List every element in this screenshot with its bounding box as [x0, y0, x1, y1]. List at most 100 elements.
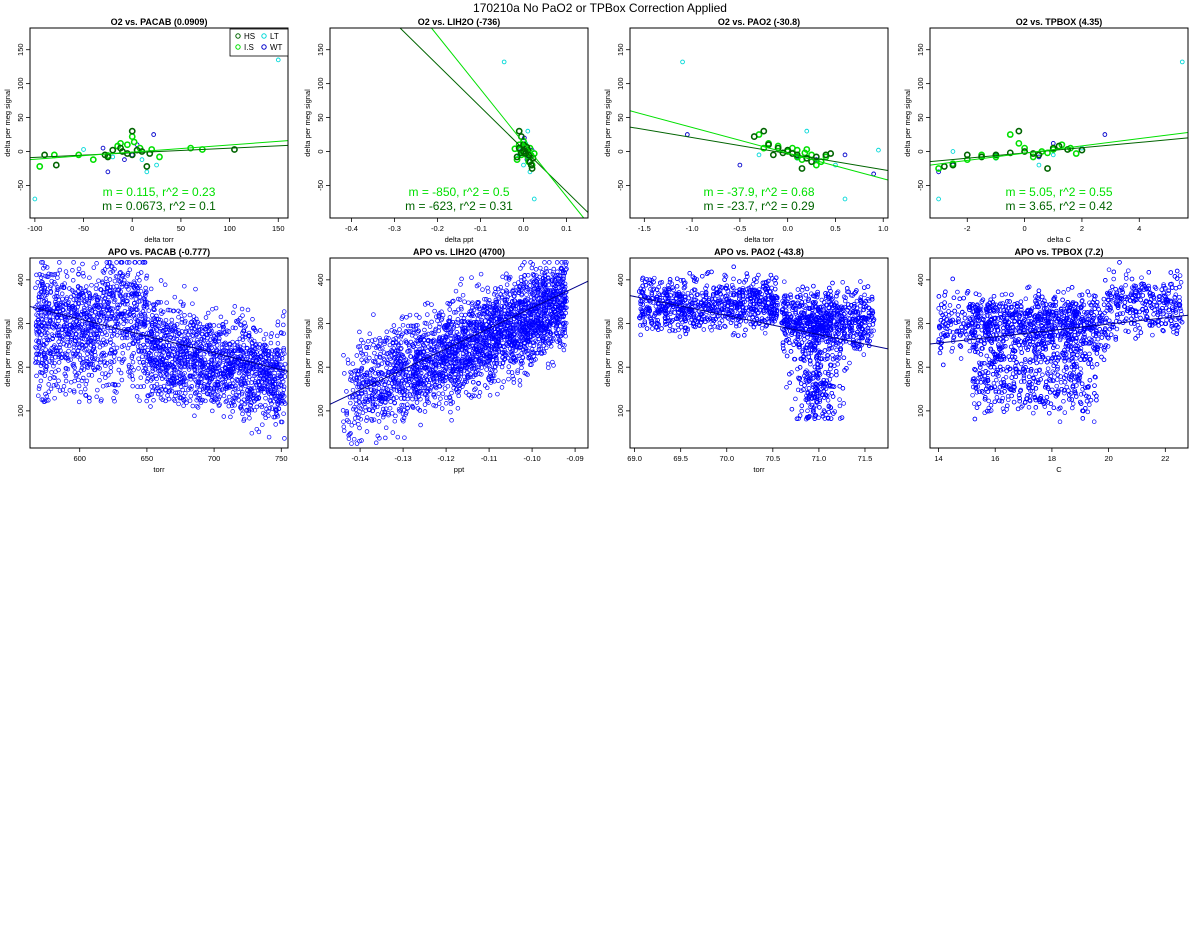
data-point — [364, 358, 370, 364]
data-point — [190, 301, 195, 306]
legend-box — [229, 28, 289, 57]
data-point — [191, 340, 196, 346]
data-point — [260, 343, 266, 348]
data-point — [477, 357, 483, 362]
data-point — [64, 296, 69, 302]
data-point — [60, 296, 65, 302]
data-point — [241, 342, 247, 348]
data-point — [37, 370, 43, 375]
x-tick-label: -1.0 — [686, 224, 699, 233]
data-point — [56, 367, 61, 373]
data-point — [84, 284, 89, 289]
data-point-is — [89, 156, 97, 164]
data-point — [391, 323, 397, 328]
data-point — [197, 321, 203, 327]
fit-line — [30, 140, 288, 161]
data-point — [212, 382, 218, 387]
data-point — [377, 335, 382, 341]
x-tick-label: 0.0 — [518, 224, 528, 233]
x-tick-label: 50 — [177, 224, 185, 233]
data-point — [51, 375, 56, 380]
data-point — [214, 397, 219, 402]
data-point — [34, 338, 39, 344]
data-point — [164, 300, 169, 305]
data-point — [243, 368, 249, 374]
data-point — [86, 290, 92, 296]
data-point — [242, 368, 248, 373]
data-point — [502, 356, 508, 361]
data-point — [210, 336, 216, 342]
data-point — [116, 356, 122, 362]
data-point — [207, 379, 213, 384]
data-point — [260, 369, 265, 375]
data-point — [193, 324, 199, 329]
data-point — [94, 294, 100, 300]
data-point-wt — [737, 162, 743, 168]
data-point — [42, 293, 47, 298]
data-point — [221, 389, 226, 394]
data-point-lt — [804, 128, 810, 134]
data-point — [254, 342, 259, 347]
data-point — [137, 299, 143, 304]
data-point — [458, 368, 464, 373]
data-point — [348, 374, 354, 380]
data-point — [73, 290, 78, 296]
data-point — [164, 323, 170, 328]
data-point — [111, 315, 116, 321]
data-point — [71, 260, 76, 265]
data-point — [134, 323, 140, 329]
data-point — [365, 339, 371, 344]
data-point — [187, 398, 193, 403]
data-point — [188, 373, 193, 379]
data-point — [62, 281, 67, 286]
data-point — [482, 337, 488, 343]
data-point — [494, 307, 500, 312]
data-point — [109, 264, 115, 269]
panel-4: O2 vs. TPBOX (4.35)-2 0 2 4-50050100150delt… — [903, 17, 1189, 244]
data-point — [69, 287, 75, 293]
data-point — [39, 279, 45, 284]
data-point — [247, 415, 252, 421]
data-point — [134, 284, 139, 289]
data-point — [131, 367, 136, 373]
data-point — [39, 304, 45, 310]
data-point — [37, 383, 42, 389]
data-point — [104, 260, 110, 265]
data-point — [223, 399, 229, 405]
data-point — [477, 306, 483, 312]
data-point — [508, 358, 513, 364]
data-point — [247, 364, 253, 369]
data-point — [459, 318, 465, 324]
data-point — [174, 322, 180, 327]
data-point — [54, 309, 59, 315]
data-point — [437, 384, 443, 389]
data-point — [97, 378, 102, 383]
data-point — [130, 293, 135, 298]
data-point — [353, 407, 359, 412]
data-point — [266, 352, 271, 357]
data-point — [126, 363, 132, 368]
data-point — [38, 349, 43, 355]
data-point — [188, 364, 194, 370]
x-axis-label: delta ppt — [445, 235, 475, 244]
data-point — [204, 331, 210, 337]
data-point — [106, 372, 111, 378]
data-point — [238, 404, 244, 409]
data-point — [194, 383, 200, 389]
data-point — [210, 374, 216, 380]
data-point — [466, 341, 472, 347]
data-point-wt — [122, 157, 127, 162]
data-point — [358, 416, 364, 422]
data-point — [76, 320, 82, 325]
data-point — [364, 345, 369, 351]
data-point — [453, 372, 458, 377]
data-point — [52, 343, 57, 348]
data-point — [352, 415, 358, 421]
data-point — [242, 401, 248, 407]
data-point — [70, 332, 76, 338]
data-point — [117, 293, 123, 299]
data-point — [164, 333, 169, 338]
data-point — [543, 308, 548, 313]
y-tick-label: 0 — [16, 149, 25, 153]
